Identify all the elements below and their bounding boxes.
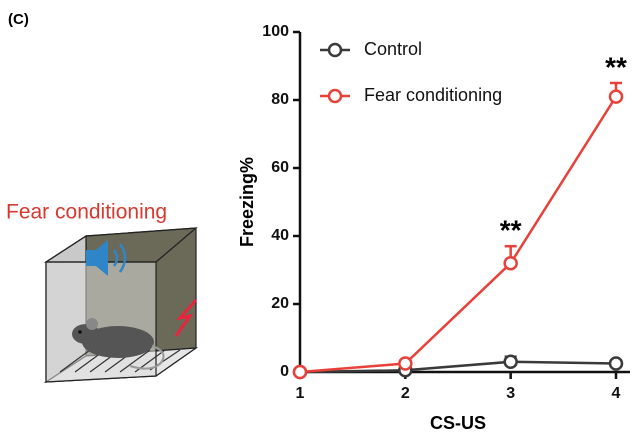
- panel-label: (C): [8, 11, 29, 28]
- page: (C) Fear conditioning 0 20 40 60 80 100 1 2 3 4 CS…: [0, 0, 643, 436]
- x-tick-label: 2: [401, 385, 410, 402]
- legend-label: Control: [364, 39, 422, 59]
- y-tick-label: 20: [271, 295, 289, 312]
- series-line: [300, 362, 616, 372]
- y-tick-label: 60: [271, 159, 289, 176]
- y-tick-label: 0: [280, 363, 289, 380]
- significance: **: [605, 51, 627, 82]
- point: [294, 366, 306, 378]
- y-axis-label: Freezing%: [237, 157, 257, 247]
- x-tick-label: 1: [296, 385, 305, 402]
- legend-marker: [329, 90, 341, 102]
- x-axis-label: CS-US: [430, 413, 486, 433]
- legend-label: Fear conditioning: [364, 85, 502, 105]
- point: [610, 91, 622, 103]
- y-tick-label: 100: [262, 23, 289, 40]
- point: [505, 356, 517, 368]
- legend-marker: [329, 44, 341, 56]
- point: [399, 358, 411, 370]
- illustration-label: Fear conditioning: [6, 201, 167, 224]
- y-tick-label: 80: [271, 91, 289, 108]
- x-tick-label: 3: [506, 385, 515, 402]
- point: [610, 358, 622, 370]
- series-line: [300, 97, 616, 372]
- y-tick-label: 40: [271, 227, 289, 244]
- x-tick-label: 4: [612, 385, 621, 402]
- significance: **: [500, 215, 522, 246]
- illustration: [46, 228, 196, 382]
- figure: (C) Fear conditioning 0 20 40 60 80 100 1 2 3 4 CS…: [0, 0, 643, 436]
- point: [505, 257, 517, 269]
